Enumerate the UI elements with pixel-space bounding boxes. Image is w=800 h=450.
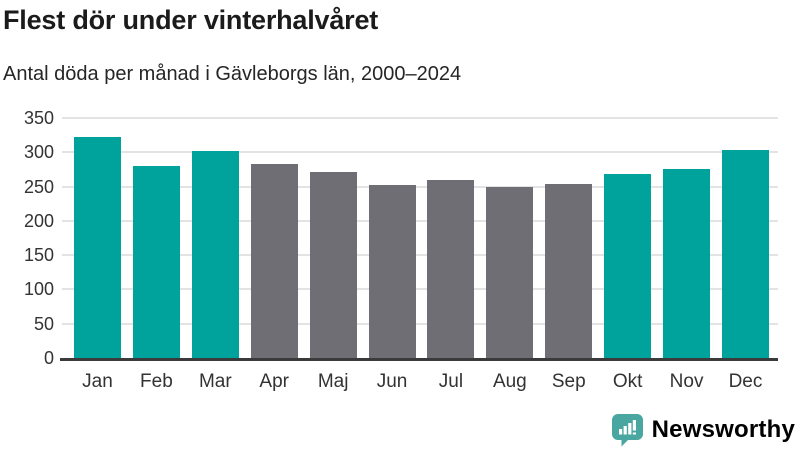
bar-column-jul: Jul (427, 118, 475, 392)
x-tick-label-okt: Okt (612, 371, 643, 392)
x-tick-label-aug: Aug (492, 371, 527, 392)
x-tick-label-jul: Jul (438, 371, 464, 392)
newsworthy-logo[interactable]: Newsworthy (611, 413, 795, 447)
x-tick-label-jun: Jun (376, 371, 408, 392)
x-tick-label-dec: Dec (728, 371, 763, 392)
gridline (62, 254, 778, 257)
bar-feb (132, 166, 180, 358)
bar-aug (486, 186, 534, 358)
bar-dec (721, 149, 769, 358)
plot-area: Jan Feb Mar Apr Maj Jun Jul Aug Sep Okt Nov Dec (60, 117, 778, 392)
bar-column-jan: Jan (74, 118, 121, 392)
speech-bubble-bar-chart-icon (611, 414, 643, 447)
bar-column-apr: Apr (250, 118, 298, 392)
y-tick-label: 50 (33, 313, 54, 334)
gridline (62, 151, 778, 154)
bar-column-maj: Maj (309, 118, 357, 392)
bar-column-aug: Aug (486, 118, 534, 392)
y-tick-label: 350 (23, 108, 54, 128)
bar-column-jun: Jun (368, 118, 416, 392)
gridline (62, 219, 778, 222)
gridline (62, 322, 778, 325)
y-axis: 0 50 100 150 200 250 300 350 (0, 108, 54, 368)
y-tick-label: 300 (23, 142, 54, 163)
bar-maj (309, 172, 357, 358)
bar-column-okt: Okt (604, 118, 652, 392)
x-tick-label-feb: Feb (140, 371, 173, 392)
x-tick-label-maj: Maj (317, 371, 349, 392)
bar-apr (250, 163, 298, 358)
gridline (62, 288, 778, 291)
y-tick-label: 150 (23, 245, 54, 266)
y-tick-label: 250 (23, 176, 54, 197)
bar-column-feb: Feb (132, 118, 180, 392)
x-tick-label-jan: Jan (82, 371, 113, 392)
bar-column-mar: Mar (191, 118, 239, 392)
bar-nov (663, 168, 711, 358)
y-tick-label: 200 (23, 210, 54, 231)
x-tick-label-nov: Nov (669, 371, 704, 392)
bar-jun (368, 185, 416, 358)
x-tick-label-mar: Mar (198, 371, 232, 392)
bar-sep (545, 183, 593, 358)
page-title: Flest dör under vinterhalvåret (3, 5, 379, 35)
y-tick-label: 0 (43, 348, 54, 368)
newsworthy-logo-text: Newsworthy (651, 416, 795, 443)
bar-jan (74, 137, 121, 358)
page-subtitle: Antal döda per månad i Gävleborgs län, 2… (3, 63, 462, 85)
bar-series: Jan Feb Mar Apr Maj Jun Jul Aug Sep Okt Nov Dec (60, 118, 778, 392)
y-tick-label: 100 (23, 279, 54, 300)
gridline (62, 117, 778, 119)
x-tick-label-sep: Sep (551, 371, 586, 392)
gridline (62, 185, 778, 188)
bar-jul (427, 179, 475, 358)
bar-mar (191, 150, 239, 358)
bar-column-nov: Nov (663, 118, 711, 392)
bar-okt (604, 174, 652, 358)
bar-column-sep: Sep (545, 118, 593, 392)
bar-column-dec: Dec (721, 118, 769, 392)
x-tick-label-apr: Apr (259, 371, 290, 392)
